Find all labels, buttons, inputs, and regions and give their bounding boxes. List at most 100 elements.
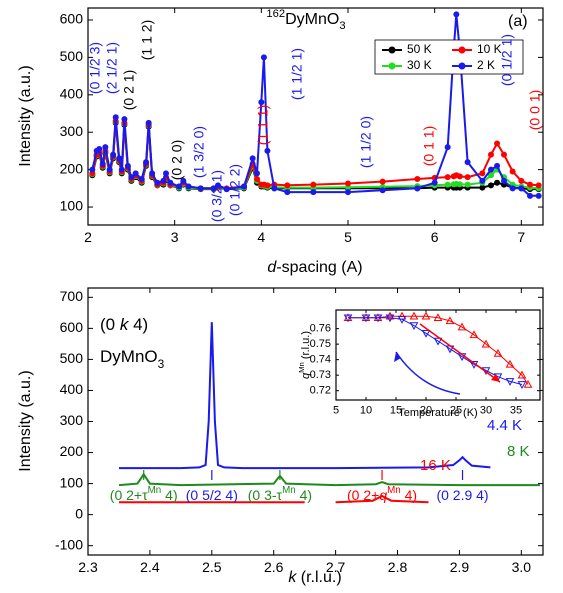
data-point — [102, 144, 109, 151]
series-label: 16 K — [420, 457, 451, 474]
compound-label-part: 3 — [158, 357, 165, 371]
data-point — [444, 144, 451, 151]
data-point — [284, 189, 291, 196]
x-axis-label: d-spacing (A) — [267, 259, 362, 276]
data-point — [523, 379, 533, 388]
x-tick-label: 5 — [344, 229, 352, 245]
peak-label: (1 1 1) — [255, 105, 271, 145]
chart-title-part: DyMnO — [285, 11, 339, 28]
plot-frame — [335, 309, 541, 401]
x-axis-label-part: -spacing (A) — [276, 259, 362, 276]
x-tick-label: 6 — [431, 229, 439, 245]
peak-label: (0 2+τMn 4) — [110, 485, 178, 503]
data-point — [89, 166, 96, 173]
peak-label-part: 4) — [401, 487, 417, 503]
data-point — [397, 316, 407, 324]
data-point — [154, 179, 161, 186]
data-point — [469, 330, 479, 339]
peak-label-part: (0 5/2 4) — [186, 487, 238, 503]
y-tick-label: 500 — [60, 350, 84, 366]
data-point — [518, 185, 525, 192]
legend-marker — [388, 46, 396, 54]
y-axis-label-part: (r.l.u.) — [300, 331, 312, 362]
data-point — [132, 170, 139, 177]
series-label: 4.4 K — [487, 417, 522, 434]
data-point — [509, 168, 516, 175]
data-point — [264, 182, 271, 189]
series-line — [118, 472, 540, 487]
miller-index-part: (0 — [100, 315, 120, 334]
y-axis-label-part: q — [300, 372, 312, 379]
peak-label: (1 1 2) — [139, 20, 155, 60]
peak-label: (0 2.9 4) — [436, 487, 488, 503]
data-point — [167, 179, 174, 186]
series-line — [91, 121, 539, 190]
x-tick-label: 2.7 — [326, 559, 346, 575]
data-point — [258, 99, 265, 106]
data-point — [254, 175, 260, 182]
data-point — [379, 187, 386, 194]
data-point — [518, 177, 525, 184]
peak-label: (2 1/2 1) — [104, 42, 120, 94]
plot-frame — [87, 7, 544, 226]
data-point — [456, 181, 463, 188]
data-point — [409, 311, 419, 320]
data-point — [479, 177, 486, 184]
peak-label-part: 4) — [296, 487, 312, 503]
data-point — [96, 146, 103, 153]
peak-label: (0 2+qMn 4) — [347, 485, 417, 503]
x-tick-label: 2.9 — [450, 559, 470, 575]
data-point — [414, 185, 421, 192]
data-point — [517, 381, 527, 390]
data-point — [517, 370, 527, 379]
legend-label: 2 K — [477, 58, 495, 72]
trend-arrow — [395, 351, 461, 395]
series-line — [119, 494, 429, 504]
x-tick-label: 4 — [257, 229, 265, 245]
peak-label: (0 2 1) — [121, 70, 137, 110]
data-point — [494, 179, 501, 186]
data-point — [421, 311, 431, 320]
y-axis-label: Intensity (a.u.) — [17, 370, 34, 471]
compound-label: DyMnO3 — [100, 347, 165, 371]
miller-index-part: k — [120, 315, 130, 334]
peak-label: (1 3/2 0) — [191, 126, 207, 178]
data-point — [110, 151, 117, 158]
y-tick-label: -100 — [55, 536, 83, 552]
series-line — [119, 322, 491, 470]
x-axis-label-part: k — [288, 569, 297, 586]
data-point — [414, 175, 421, 182]
peak-label-part: Mn — [387, 485, 401, 496]
x-tick-label: 2.6 — [264, 559, 284, 575]
data-point — [505, 359, 515, 368]
peak-label: (0 1/2 3) — [87, 42, 103, 94]
data-point — [433, 313, 443, 322]
legend-marker — [388, 62, 396, 70]
x-tick-label: 3 — [171, 229, 179, 245]
y-tick-label: 100 — [60, 474, 84, 490]
data-point — [223, 186, 230, 193]
peak-label: (0 0 1) — [527, 90, 543, 130]
x-tick-label: 3.0 — [512, 559, 532, 575]
chart-title-part: 3 — [339, 20, 345, 32]
data-point — [138, 175, 145, 182]
data-point — [197, 185, 204, 192]
x-tick-label: 35 — [510, 404, 522, 416]
data-point — [260, 54, 267, 61]
data-point — [444, 181, 451, 188]
legend-marker — [458, 62, 466, 70]
data-point — [501, 151, 507, 158]
x-axis-label: k (r.l.u.) — [288, 569, 341, 586]
peak-label-part: (0 3-τ — [248, 487, 283, 503]
arrowhead — [491, 374, 500, 382]
y-tick-label: 0.76 — [310, 323, 331, 335]
x-axis-label-part: d — [267, 259, 277, 276]
data-point — [488, 166, 494, 173]
data-point — [488, 172, 494, 179]
data-point — [112, 114, 119, 121]
y-tick-label: 0.75 — [310, 338, 331, 350]
data-point — [431, 179, 438, 186]
data-point — [433, 337, 443, 346]
data-point — [373, 314, 383, 323]
data-point — [121, 116, 128, 123]
